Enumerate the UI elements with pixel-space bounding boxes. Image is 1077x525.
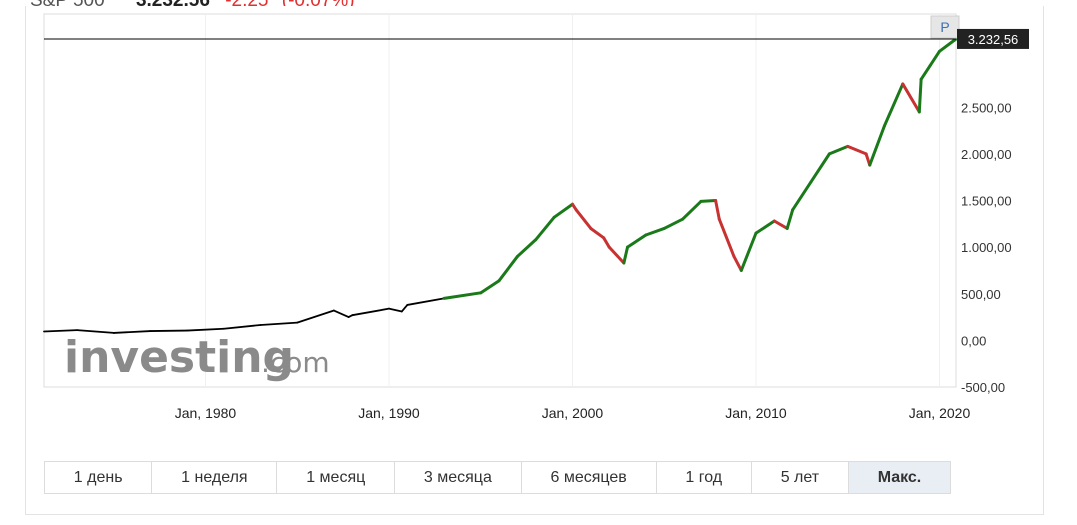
p-badge[interactable]: P: [930, 15, 960, 39]
price-change-percent: (-0,07%): [282, 0, 355, 11]
series-segment: [754, 219, 776, 235]
series-segment: [785, 208, 795, 230]
series-segment: [186, 327, 225, 332]
series-segment: [714, 199, 721, 221]
y-tick-label: 1.000,00: [961, 240, 1012, 255]
badge-label: P: [940, 19, 949, 35]
y-tick-label: 500,00: [961, 287, 1001, 302]
series-segment: [662, 217, 685, 230]
header-strip: S&P 500 3.232,56 -2,25 (-0,07%): [30, 0, 355, 12]
series-segment: [732, 254, 743, 272]
y-tick-label: 0,00: [961, 333, 986, 348]
x-tick-label: Jan, 2010: [725, 405, 787, 421]
y-tick-label: 1.500,00: [961, 194, 1012, 209]
series-segment: [76, 329, 115, 334]
series-segment: [574, 208, 593, 230]
series-segment: [43, 329, 78, 333]
series-segment: [919, 63, 932, 81]
period-button[interactable]: 1 неделя: [152, 462, 278, 493]
series-segment: [827, 144, 850, 156]
period-selector: 1 день 1 неделя 1 месяц 3 месяца 6 месяцев 1 …: [44, 461, 951, 494]
plot-area: [43, 13, 957, 388]
series-segment: [937, 37, 958, 53]
series-segment: [699, 199, 718, 203]
period-button[interactable]: 1 год: [656, 462, 752, 493]
x-tick-label: Jan, 1980: [175, 405, 237, 421]
symbol-label: S&P 500: [30, 0, 105, 11]
period-button[interactable]: 1 месяц: [277, 462, 396, 493]
price-tag-label: 3.232,56: [968, 32, 1019, 47]
series-segment: [607, 245, 626, 265]
series-segment: [515, 238, 538, 258]
series-segment: [534, 215, 556, 242]
series-segment: [351, 307, 390, 317]
price-change: -2,25: [225, 0, 268, 11]
series-segment: [739, 231, 758, 272]
series-segment: [552, 202, 574, 219]
x-tick-label: Jan, 2000: [542, 405, 604, 421]
price-chart: investing .com -500,00 0,00 500,00 1.000,00…: [43, 13, 1029, 421]
series-segment: [626, 233, 648, 249]
series-segment: [917, 77, 923, 114]
series-segment: [479, 279, 501, 295]
series-segment: [681, 199, 703, 221]
chart-widget: investing .com -500,00 0,00 500,00 1.000,00…: [25, 6, 1044, 515]
y-tick-label: 2.500,00: [961, 100, 1012, 115]
y-tick-label: -500,00: [961, 380, 1005, 395]
series-segment: [296, 309, 335, 324]
series-segment: [791, 180, 813, 212]
series-segment: [717, 217, 736, 258]
series-segment: [112, 330, 152, 334]
series-segment: [622, 245, 630, 265]
series-segment: [406, 297, 445, 306]
series-segment: [868, 124, 886, 167]
series-segment: [644, 226, 666, 237]
period-button[interactable]: Макс.: [848, 462, 951, 493]
series-segment: [222, 324, 262, 330]
period-button[interactable]: 3 месяца: [395, 462, 522, 493]
series-segment: [442, 291, 483, 300]
series-segment: [901, 82, 921, 114]
series-segment: [259, 321, 299, 326]
watermark-suffix: .com: [261, 346, 330, 379]
series-segment: [388, 307, 403, 313]
series-segment: [846, 144, 868, 156]
series-segment: [772, 219, 789, 230]
x-tick-label: Jan, 1990: [358, 405, 420, 421]
price-tag: 3.232,56: [957, 28, 1029, 49]
watermark-main: investing: [64, 332, 294, 383]
period-button[interactable]: 6 месяцев: [521, 462, 657, 493]
period-button[interactable]: 5 лет: [751, 462, 849, 493]
last-price: 3.232,56: [136, 0, 210, 11]
series-segment: [882, 82, 905, 128]
series-segment: [928, 49, 941, 67]
series-segment: [497, 254, 519, 283]
series-segment: [333, 309, 350, 318]
series-segment: [809, 152, 831, 184]
y-tick-label: 2.000,00: [961, 147, 1012, 162]
period-button[interactable]: 1 день: [45, 462, 153, 493]
investing-watermark: investing .com: [64, 332, 330, 383]
x-tick-label: Jan, 2020: [909, 405, 971, 421]
series-segment: [589, 226, 606, 240]
series-segment: [602, 236, 611, 249]
series-segment: [400, 304, 409, 313]
